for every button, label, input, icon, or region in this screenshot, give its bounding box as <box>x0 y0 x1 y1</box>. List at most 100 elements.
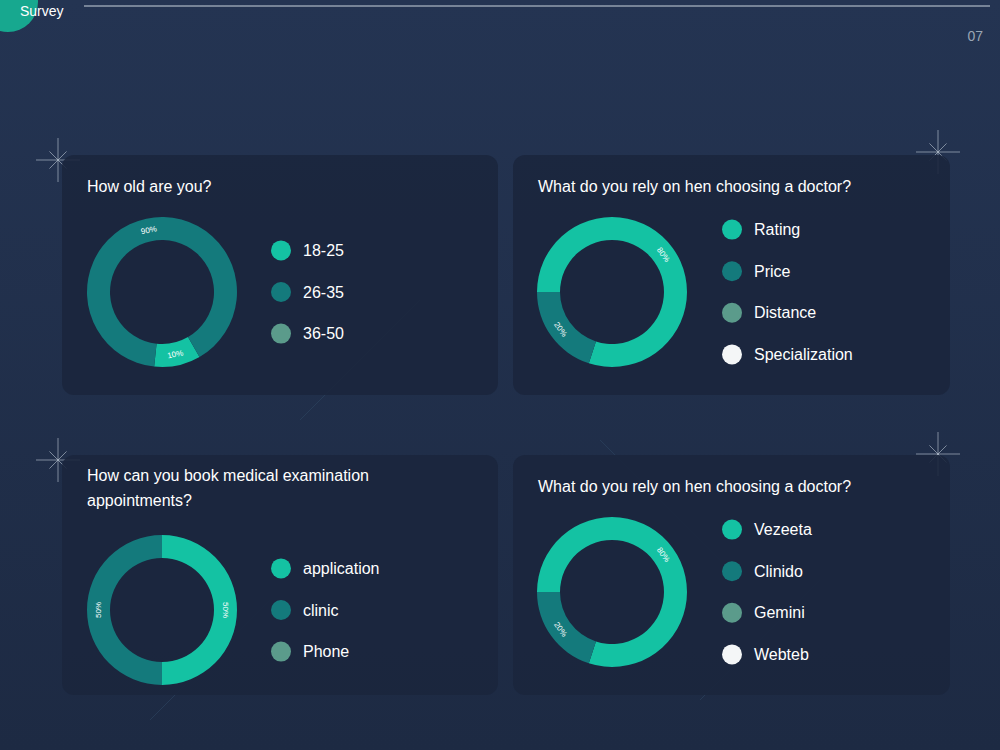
slice <box>537 292 560 293</box>
legend-item: Phone <box>271 642 349 662</box>
sparkle-ray <box>916 152 938 153</box>
legend-swatch <box>271 240 291 260</box>
slice <box>537 592 560 593</box>
slice <box>87 217 237 367</box>
legend-item: clinic <box>271 600 339 620</box>
legend-swatch <box>271 558 291 578</box>
page: Survey 07 How old are you? 10% 90% 18-25 26-35… <box>0 0 1000 750</box>
legend-swatch <box>722 603 742 623</box>
legend-label: application <box>303 560 380 577</box>
panel-title: What do you rely on hen choosing a docto… <box>538 178 851 195</box>
legend-swatch <box>722 303 742 323</box>
legend-label: Rating <box>754 221 800 238</box>
legend-item: Distance <box>722 303 816 323</box>
slice <box>537 517 687 667</box>
header-title: Survey <box>20 3 64 19</box>
sparkle-ray <box>938 130 939 152</box>
sparkle-ray <box>938 432 939 454</box>
slice <box>188 337 200 357</box>
legend-item: Price <box>722 261 791 281</box>
sparkle-ray <box>929 445 938 454</box>
panel-title-line: What do you rely on hen choosing a docto… <box>538 178 851 195</box>
donut <box>87 535 237 685</box>
legend-label: Distance <box>754 304 816 321</box>
legend-item: 36-50 <box>271 324 344 344</box>
slice <box>162 535 237 685</box>
donut <box>537 217 687 367</box>
data-labels: 50% 50% <box>94 602 229 618</box>
data-label: 20% <box>552 320 569 338</box>
data-label: 10% <box>166 348 184 360</box>
panel-title-line: What do you rely on hen choosing a docto… <box>538 478 851 495</box>
page-number: 07 <box>967 28 983 44</box>
slice <box>537 217 687 367</box>
panel-background <box>62 155 498 395</box>
slice <box>162 535 163 558</box>
background <box>0 0 1000 750</box>
panel: How can you book medical examination appo… <box>62 455 498 695</box>
sparkle-ray <box>49 151 58 160</box>
legend-label: Clinido <box>754 563 803 580</box>
panel: What do you rely on hen choosing a docto… <box>513 455 950 695</box>
legend: Vezeeta Clinido Gemini Webteb <box>722 520 812 665</box>
data-label: 50% <box>221 602 230 618</box>
slice <box>537 292 560 293</box>
legend-swatch <box>722 644 742 664</box>
data-label: 90% <box>140 224 158 236</box>
sparkle-ray <box>36 460 58 461</box>
sparkle-ray <box>58 451 67 460</box>
panel-title-line: How can you book medical examination <box>87 467 369 484</box>
data-label: 80% <box>655 546 672 564</box>
panel-background <box>513 455 950 695</box>
slice <box>537 592 596 663</box>
data-label: 80% <box>655 246 672 264</box>
sparkle-ray <box>58 138 59 160</box>
sparkle-ray <box>49 460 58 469</box>
slice <box>87 535 162 685</box>
sparkle-ray <box>58 151 67 160</box>
legend-swatch <box>271 600 291 620</box>
sparkle-ray <box>49 451 58 460</box>
legend-swatch <box>271 324 291 344</box>
panel-title: How can you book medical examination appo… <box>87 467 369 509</box>
legend-label: Vezeeta <box>754 521 812 538</box>
legend-label: Price <box>754 263 791 280</box>
panel: How old are you? 10% 90% 18-25 26-35 36-50 <box>62 155 498 395</box>
sparkle-ray <box>58 160 59 182</box>
legend-label: 36-50 <box>303 325 344 342</box>
data-labels: 80% 20% <box>552 546 671 639</box>
header: Survey 07 <box>0 0 990 44</box>
legend: 18-25 26-35 36-50 <box>271 240 344 343</box>
legend-item: 18-25 <box>271 240 344 260</box>
sparkle-ray <box>938 152 960 153</box>
sparkle-ray <box>916 454 938 455</box>
panel-background <box>62 455 498 695</box>
sparkle-ray <box>938 445 947 454</box>
donut <box>87 217 237 367</box>
panel-title-line: appointments? <box>87 492 192 509</box>
legend-item: Webteb <box>722 644 809 664</box>
page-canvas: Survey 07 How old are you? 10% 90% 18-25 26-35… <box>0 0 1000 750</box>
legend-label: clinic <box>303 602 339 619</box>
panel: What do you rely on hen choosing a docto… <box>513 155 950 395</box>
legend-item: Gemini <box>722 603 805 623</box>
legend-label: Webteb <box>754 646 809 663</box>
sparkle-ray <box>58 460 59 482</box>
panel-title: How old are you? <box>87 178 212 195</box>
header-rule <box>84 6 990 7</box>
sparkle-ray <box>938 454 960 455</box>
data-label: 20% <box>552 620 569 638</box>
legend-item: Clinido <box>722 561 803 581</box>
legend-swatch <box>722 261 742 281</box>
legend-swatch <box>722 520 742 540</box>
data-labels: 10% 90% <box>140 224 184 360</box>
panel-title-line: How old are you? <box>87 178 212 195</box>
legend-item: 26-35 <box>271 282 344 302</box>
panel-background <box>513 155 950 395</box>
legend: application clinic Phone <box>271 558 380 661</box>
slice <box>537 592 560 593</box>
data-label: 50% <box>94 602 103 618</box>
legend-label: Gemini <box>754 604 805 621</box>
legend-label: 18-25 <box>303 242 344 259</box>
sparkle-ray <box>58 438 59 460</box>
